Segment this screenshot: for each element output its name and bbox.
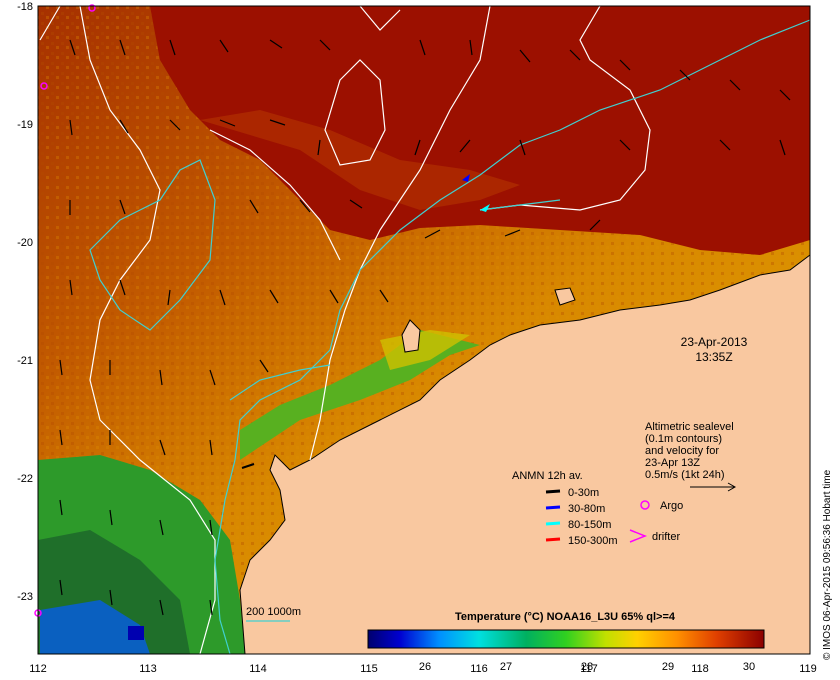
svg-text:0.5m/s (1kt 24h): 0.5m/s (1kt 24h) [645,469,724,481]
map-frame [37,5,811,655]
lat-tick-label: -21 [17,355,33,367]
colorbar-tick-label: 27 [500,661,512,673]
colorbar-tick-label: 29 [662,661,674,673]
lon-tick-label: 115 [360,663,378,675]
colorbar-ticks: 26 27 28 29 30 [419,661,755,673]
svg-text:23-Apr 13Z: 23-Apr 13Z [645,457,700,469]
cold-patch [40,600,150,654]
legend-item-0-30m: 0-30m [545,487,599,499]
longitude-axis: 112 113 114 115 116 117 118 119 [29,663,817,675]
latitude-axis: -18 -19 -20 -21 -22 -23 [17,1,33,603]
lon-tick-label: 116 [470,663,488,675]
land-peninsula [401,319,421,353]
drifter-legend-icon [629,529,648,543]
land-mainland [239,254,811,655]
warm-water-tongue [200,110,520,210]
altimetry-contours [39,5,651,655]
map-area [34,4,811,655]
argo-marker [40,82,48,90]
altimetry-note: Altimetric sealevel (0.1m contours) and … [645,421,734,481]
colorbar [367,629,765,649]
svg-text:Altimetric sealevel: Altimetric sealevel [645,421,734,433]
bathymetry-legend-label: 200 1000m [246,606,301,618]
mooring-cyan-marker [480,204,490,212]
argo-legend-label: Argo [660,500,683,512]
lon-tick-label: 112 [29,663,47,675]
credit-text: © IMOS 06-Apr-2015 09:56:36 Hobart time [822,469,833,660]
drifter-legend-label: drifter [652,531,680,543]
legend-item-30-80m: 30-80m [545,503,605,515]
colorbar-tick-label: 28 [581,661,593,673]
mooring-black-marker [241,463,255,469]
lat-tick-label: -23 [17,591,33,603]
svg-text:150-300m: 150-300m [568,535,618,547]
bathymetry-contours [89,19,811,655]
colorbar-tick-label: 26 [419,661,431,673]
velocity-arrows [59,39,791,616]
anmn-legend: ANMN 12h av. 0-30m 30-80m 80-150m 150-30… [512,470,618,547]
argo-legend-icon [640,500,650,510]
lon-tick-label: 114 [249,663,267,675]
svg-text:(0.1m contours): (0.1m contours) [645,433,722,445]
legend-item-80-150m: 80-150m [545,519,611,531]
argo-marker [88,4,96,12]
lat-tick-label: -20 [17,237,33,249]
lon-tick-label: 113 [139,663,157,675]
anmn-legend-title: ANMN 12h av. [512,470,583,482]
scale-arrow-head [727,482,737,492]
lat-tick-label: -19 [17,119,33,131]
colorbar-title: Temperature (°C) NOAA16_L3U 65% ql>=4 [455,611,676,623]
lat-tick-label: -22 [17,473,33,485]
lon-tick-label: 118 [691,663,709,675]
lat-tick-label: -18 [17,1,33,13]
svg-text:80-150m: 80-150m [568,519,611,531]
svg-text:30-80m: 30-80m [568,503,605,515]
legend-item-150-300m: 150-300m [545,535,618,547]
svg-text:0-30m: 0-30m [568,487,599,499]
map-date: 23-Apr-2013 [681,335,748,349]
land-islet [554,287,576,306]
colorbar-tick-label: 30 [743,661,755,673]
mooring-blue-marker [462,174,470,182]
warm-water-region [150,6,810,255]
cold-spot [128,626,144,640]
lon-tick-label: 117 [580,663,598,675]
map-time: 13:35Z [695,350,732,364]
lon-tick-label: 119 [799,663,817,675]
svg-text:and velocity for: and velocity for [645,445,719,457]
